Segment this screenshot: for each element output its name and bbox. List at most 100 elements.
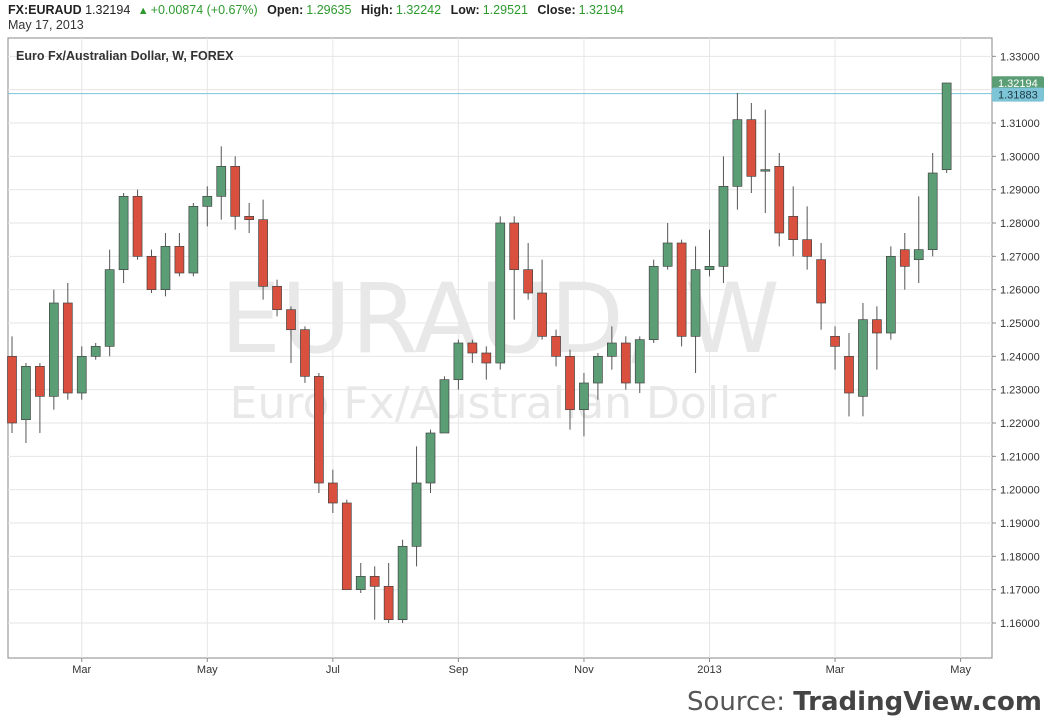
candle-down — [899, 233, 910, 290]
candle-body — [788, 215, 799, 241]
candle-body — [662, 242, 673, 267]
y-tick-label: 1.25000 — [1000, 318, 1040, 330]
candles — [7, 82, 952, 623]
candle-down — [830, 326, 840, 370]
candle-body — [732, 119, 743, 187]
candle-up — [941, 82, 952, 173]
candle-body — [132, 195, 143, 257]
open-value: 1.29635 — [306, 3, 352, 17]
candle-down — [174, 233, 185, 277]
candle-body — [383, 585, 394, 621]
candle-body — [7, 355, 17, 424]
x-tick-label: May — [950, 664, 971, 676]
y-tick-label: 1.28000 — [1000, 218, 1040, 230]
candle-up — [495, 216, 506, 370]
candle-body — [397, 545, 408, 621]
candle-body — [146, 255, 157, 291]
candle-down — [341, 499, 352, 591]
candle-body — [913, 249, 924, 261]
up-arrow-icon: ▲ — [137, 5, 149, 17]
candle-down — [258, 199, 268, 300]
candle-body — [411, 482, 422, 547]
candle-body — [425, 432, 436, 484]
candle-up — [90, 343, 101, 360]
candle-down — [272, 279, 282, 317]
chart-title: Euro Fx/Australian Dollar, W, FOREX — [16, 49, 234, 63]
low-label: Low: — [450, 3, 480, 17]
candle-down — [369, 566, 380, 620]
candle-up — [858, 303, 868, 417]
candle-down — [676, 239, 687, 347]
candle-body — [453, 342, 464, 381]
candle-up — [453, 339, 464, 390]
candle-down — [620, 336, 631, 390]
y-tick-label: 1.19000 — [1000, 518, 1040, 530]
line-price-tag-label: 1.31883 — [998, 90, 1038, 102]
candle-body — [62, 302, 73, 394]
candle-body — [90, 345, 101, 357]
candle-down — [565, 349, 575, 430]
candle-up — [704, 229, 715, 277]
candle-body — [579, 382, 589, 411]
candle-down — [551, 329, 561, 367]
candle-body — [704, 265, 715, 271]
source-prefix: Source: — [686, 687, 786, 717]
candle-body — [48, 302, 59, 397]
source-credit: Source: TradingView.com — [687, 687, 1042, 717]
candle-body — [244, 215, 254, 221]
x-axis: Mar May Jul Sep Nov 2013 Mar May — [72, 658, 971, 676]
candle-down — [244, 203, 254, 233]
candle-body — [774, 165, 785, 234]
candle-body — [481, 352, 492, 364]
low-value: 1.29521 — [482, 3, 528, 17]
candle-body — [858, 319, 868, 397]
candle-up — [425, 429, 436, 493]
candle-down — [523, 243, 534, 300]
candle-down — [537, 259, 547, 340]
candle-body — [104, 269, 115, 347]
y-tick-label: 1.26000 — [1000, 285, 1040, 297]
candle-up — [732, 93, 743, 210]
candle-up — [21, 363, 31, 443]
candle-body — [676, 242, 687, 337]
candle-body — [341, 502, 352, 591]
price-change: +0.00874 (+0.67%) — [150, 3, 258, 17]
candle-up — [118, 193, 129, 283]
candle-body — [355, 575, 366, 591]
close-value: 1.32194 — [578, 3, 624, 17]
candle-body — [174, 245, 185, 274]
candle-up — [690, 246, 701, 373]
candle-body — [202, 195, 213, 207]
candle-up — [48, 289, 59, 410]
candle-down — [481, 346, 492, 380]
candle-body — [718, 185, 729, 267]
last-price: 1.32194 — [85, 3, 131, 17]
source-brand: TradingView.com — [793, 687, 1042, 717]
quote-date: May 17, 2013 — [8, 18, 84, 32]
price-chart[interactable]: EURAUD, W Euro Fx/Australian Dollar Euro… — [0, 0, 1056, 690]
candle-down — [286, 306, 296, 363]
candle-down — [314, 373, 324, 493]
candle-body — [328, 482, 338, 504]
y-tick-label: 1.17000 — [1000, 585, 1040, 597]
candle-up — [648, 259, 659, 343]
candle-down — [35, 363, 45, 433]
candle-body — [899, 249, 910, 267]
x-tick-label: May — [197, 664, 218, 676]
candle-up — [718, 156, 729, 283]
candle-body — [523, 269, 534, 294]
candle-body — [690, 269, 701, 337]
candle-body — [35, 365, 45, 397]
y-tick-label: 1.16000 — [1000, 618, 1040, 630]
y-tick-label: 1.21000 — [1000, 451, 1040, 463]
candle-body — [300, 329, 310, 377]
candle-body — [118, 195, 129, 271]
x-tick-label: Mar — [826, 664, 845, 676]
x-tick-label: Nov — [574, 664, 594, 676]
last-price-tag — [992, 76, 1044, 91]
candle-up — [76, 346, 87, 400]
candle-body — [565, 355, 575, 411]
x-tick-label: Jul — [326, 664, 340, 676]
candle-up — [885, 246, 896, 340]
